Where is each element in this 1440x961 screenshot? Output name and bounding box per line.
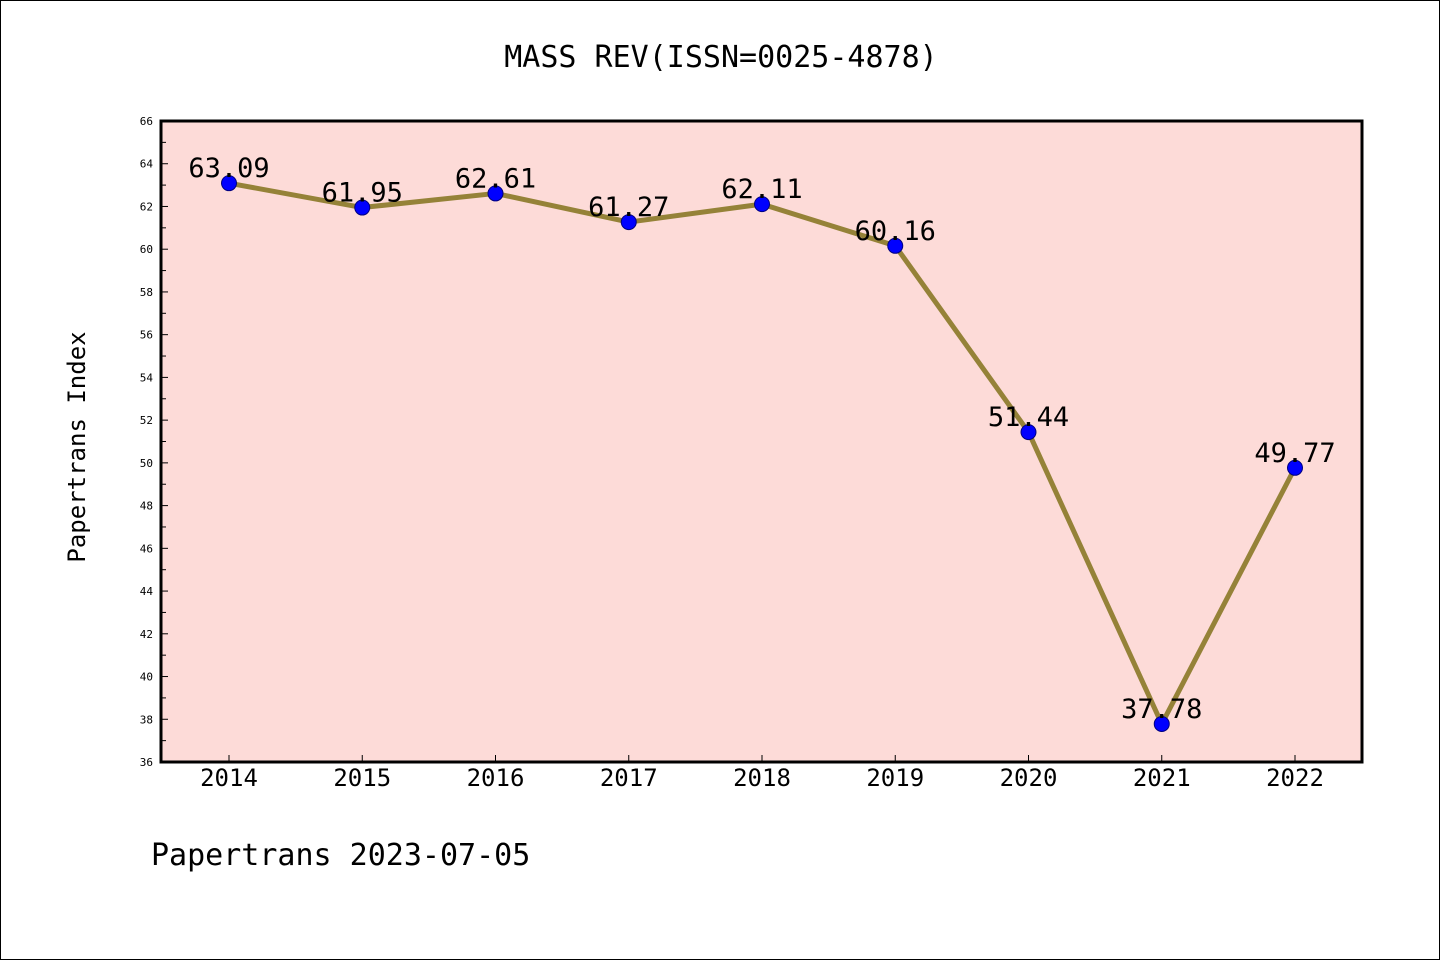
y-tick-label: 46 xyxy=(140,542,153,555)
x-tick-label: 2014 xyxy=(200,764,258,792)
y-tick-label: 66 xyxy=(140,115,153,128)
data-label: 61.27 xyxy=(588,192,669,223)
y-tick-label: 48 xyxy=(140,500,153,513)
data-point xyxy=(1153,715,1170,732)
y-axis: 36 38 40 42 44 46 48 50 52 54 56 58 60 62 64 66 xyxy=(140,115,168,769)
x-tick-label: 2016 xyxy=(467,764,525,792)
data-label: 51.44 xyxy=(988,402,1069,433)
y-tick-label: 40 xyxy=(140,671,153,684)
data-point xyxy=(620,214,637,231)
x-tick-label: 2018 xyxy=(733,764,791,792)
data-point xyxy=(1020,424,1037,441)
y-tick-label: 52 xyxy=(140,414,153,427)
data-label: 61.95 xyxy=(322,178,403,209)
data-label: 60.16 xyxy=(855,216,936,247)
data-point xyxy=(487,185,504,202)
y-tick-label: 38 xyxy=(140,713,153,726)
x-tick-label: 2021 xyxy=(1133,764,1191,792)
data-label: 62.61 xyxy=(455,163,536,194)
x-tick-label: 2019 xyxy=(866,764,924,792)
y-tick-label: 50 xyxy=(140,457,153,470)
y-tick-label: 44 xyxy=(140,585,154,598)
series-layer: 63.09 61.95 62.61 61.27 62.11 60.16 51.44 37.78… xyxy=(188,153,1336,732)
data-point xyxy=(354,199,371,216)
y-tick-label: 62 xyxy=(140,200,153,213)
y-tick-label: 36 xyxy=(140,756,153,769)
x-tick-label: 2020 xyxy=(1000,764,1058,792)
data-point xyxy=(221,175,237,192)
y-tick-label: 54 xyxy=(140,371,154,384)
x-tick-label: 2017 xyxy=(600,764,658,792)
chart-title: MASS REV(ISSN=0025-4878) xyxy=(504,40,937,75)
footer-credit: Papertrans 2023-07-05 xyxy=(151,838,530,873)
y-tick-label: 42 xyxy=(140,628,153,641)
y-tick-label: 64 xyxy=(140,158,154,171)
data-label: 63.09 xyxy=(188,153,269,184)
x-tick-label: 2022 xyxy=(1266,764,1324,792)
x-tick-label: 2015 xyxy=(333,764,391,792)
data-label: 62.11 xyxy=(721,174,802,205)
y-tick-label: 58 xyxy=(140,286,153,299)
data-label: 37.78 xyxy=(1121,694,1202,725)
x-axis: 2014 2015 2016 2017 2018 2019 2020 2021 2022 xyxy=(200,755,1324,792)
y-tick-label: 56 xyxy=(140,329,153,342)
data-point xyxy=(754,196,770,213)
data-point xyxy=(887,237,904,254)
data-label: 49.77 xyxy=(1254,438,1335,469)
plot-area xyxy=(159,119,1364,764)
data-point xyxy=(1287,459,1303,476)
y-tick-label: 60 xyxy=(140,243,153,256)
y-axis-label: Papertrans Index xyxy=(63,331,91,562)
